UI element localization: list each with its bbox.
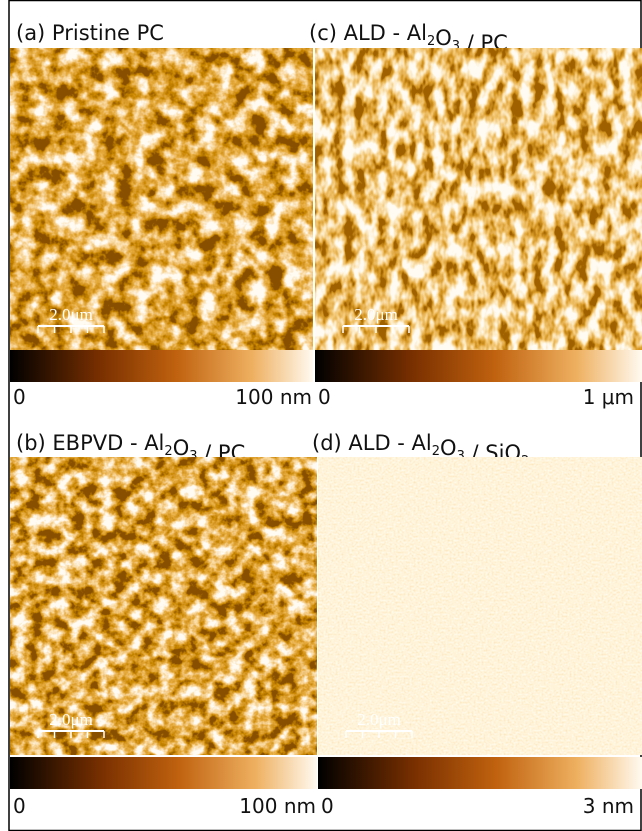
afm-image <box>318 457 642 755</box>
colorbar-max: 100 nm <box>239 794 316 818</box>
scale-bar-label: 2.0μm <box>354 305 398 324</box>
title-text: O <box>173 436 190 460</box>
colorbar <box>10 757 317 789</box>
colorbar-max: 100 nm <box>235 385 312 409</box>
title-subscript: 2 <box>427 34 435 49</box>
scale-bar-label: 2.0μm <box>49 710 93 729</box>
colorbar <box>10 350 313 382</box>
afm-image <box>315 48 642 350</box>
colorbar-min: 0 <box>321 794 334 818</box>
afm-image <box>10 48 313 350</box>
title-text: (a) Pristine PC <box>16 21 164 45</box>
title-subscript: 2 <box>164 444 172 459</box>
colorbar <box>315 350 642 382</box>
title-subscript: 3 <box>189 449 197 464</box>
scale-bar-label: 2.0μm <box>49 305 93 324</box>
colorbar-max: 1 μm <box>583 385 634 409</box>
colorbar-min: 0 <box>13 794 26 818</box>
afm-image <box>10 457 317 755</box>
scale-bar-label: 2.0μm <box>357 710 401 729</box>
title-subscript: 3 <box>457 449 465 464</box>
colorbar <box>318 757 642 789</box>
panel-title: (a) Pristine PC <box>16 21 164 45</box>
title-subscript: 2 <box>432 444 440 459</box>
title-subscript: 3 <box>452 39 460 54</box>
title-text: O <box>435 26 452 50</box>
title-text: (c) ALD - Al <box>309 21 427 45</box>
title-text: O <box>440 436 457 460</box>
title-text: (b) EBPVD - Al <box>16 431 164 455</box>
title-text: (d) ALD - Al <box>312 431 432 455</box>
colorbar-min: 0 <box>318 385 331 409</box>
colorbar-max: 3 nm <box>583 794 634 818</box>
colorbar-min: 0 <box>13 385 26 409</box>
